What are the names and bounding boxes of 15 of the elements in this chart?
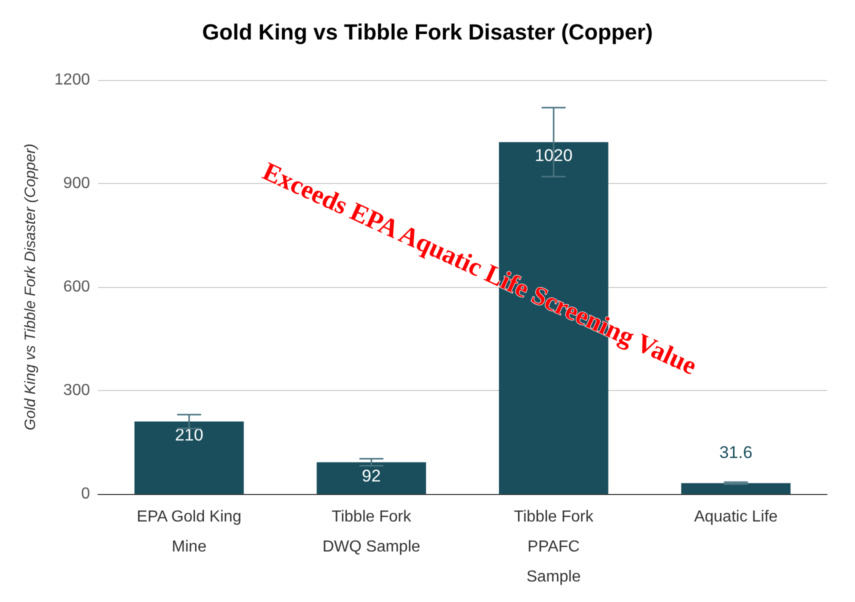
- y-tick-label: 600: [63, 278, 90, 296]
- x-tick-label: Tibble Fork PPAFC Sample: [514, 508, 594, 586]
- y-tick-label: 0: [81, 486, 90, 502]
- x-tick-label: Aquatic Life: [694, 508, 778, 526]
- data-label: 31.6: [719, 443, 752, 462]
- data-label: 210: [174, 426, 204, 445]
- y-tick-label: 1200: [54, 72, 90, 88]
- y-tick-label: 900: [63, 175, 90, 192]
- data-label: 1020: [534, 146, 573, 166]
- y-axis-title: Gold King vs Tibble Fork Disaster (Copper): [22, 144, 39, 430]
- x-tick-label: Tibble Fork DWQ Sample: [322, 508, 420, 556]
- x-tick-label: EPA Gold King Mine: [136, 508, 242, 556]
- y-tick-label: 300: [63, 382, 90, 399]
- data-label: 92: [362, 466, 381, 486]
- chart-title: Gold King vs Tibble Fork Disaster (Copper): [202, 20, 653, 44]
